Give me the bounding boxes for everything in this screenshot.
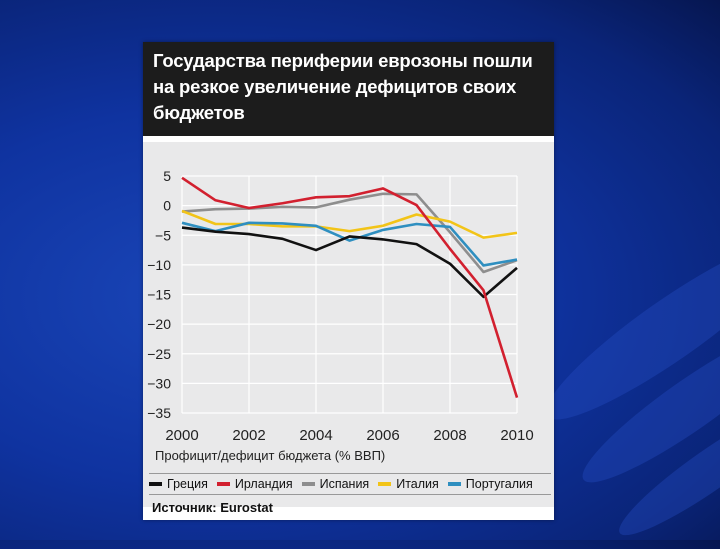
y-tick-label: −30: [147, 375, 171, 391]
y-tick-label: 0: [163, 198, 171, 214]
legend-swatch: [447, 482, 461, 486]
legend-label: Италия: [396, 477, 439, 491]
x-tick-label: 2006: [366, 427, 399, 444]
chart-card: Государства периферии еврозоны пошли на …: [143, 42, 554, 520]
x-tick-label: 2000: [165, 427, 198, 444]
series-line-3: [181, 209, 518, 239]
legend-swatch: [301, 482, 315, 486]
series-line-4: [181, 221, 518, 267]
legend-label: Испания: [319, 477, 370, 491]
legend-item: Португалия: [447, 477, 533, 491]
legend-item: Италия: [378, 477, 439, 491]
legend: Греция Ирландия Испания Италия Португалия: [149, 473, 551, 495]
legend-label: Греция: [167, 477, 208, 491]
y-tick-label: 5: [163, 168, 171, 184]
source-note: Источник: Eurostat: [152, 500, 273, 515]
legend-label: Португалия: [465, 477, 533, 491]
series-line-2: [181, 192, 518, 274]
y-tick-label: −10: [147, 257, 171, 273]
series-line-1: [181, 176, 519, 398]
x-axis-label: Профицит/дефицит бюджета (% ВВП): [155, 448, 385, 463]
line-chart: 50−5−10−15−20−25−30−35 2000 2002 2004 2006 2…: [147, 168, 533, 463]
y-tick-labels: 5 0 −5 −10 −15 −20 −25 −30 −35: [147, 168, 171, 421]
legend-swatch: [149, 482, 162, 486]
series-line-0: [181, 226, 518, 299]
y-tick-label: −5: [155, 227, 171, 243]
x-tick-label: 2004: [299, 427, 332, 444]
series-lines: [181, 176, 519, 398]
y-tick-label: −25: [147, 346, 171, 362]
legend-item: Греция: [149, 477, 208, 491]
x-tick-label: 2008: [433, 427, 466, 444]
chart-title: Государства периферии еврозоны пошли на …: [153, 50, 533, 123]
legend-swatch: [216, 482, 230, 486]
legend-item: Ирландия: [216, 477, 293, 491]
x-tick-label: 2010: [500, 427, 533, 444]
y-tick-label: −15: [147, 287, 171, 303]
x-tick-labels: 2000 2002 2004 2006 2008 2010: [165, 427, 533, 444]
grid-lines: [181, 175, 518, 414]
legend-item: Испания: [301, 477, 370, 491]
y-tick-label: −20: [147, 316, 171, 332]
x-tick-label: 2002: [232, 427, 265, 444]
legend-swatch: [378, 482, 392, 486]
legend-label: Ирландия: [234, 477, 293, 491]
y-tick-label: −35: [147, 405, 171, 421]
chart-header: Государства периферии еврозоны пошли на …: [143, 42, 554, 136]
